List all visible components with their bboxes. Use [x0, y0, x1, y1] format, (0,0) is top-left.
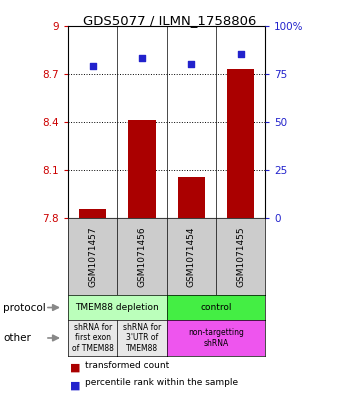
Point [188, 61, 194, 67]
Point [238, 51, 243, 57]
Bar [178, 177, 205, 218]
Text: protocol: protocol [3, 303, 46, 312]
Text: GSM1071454: GSM1071454 [187, 226, 196, 286]
Text: GDS5077 / ILMN_1758806: GDS5077 / ILMN_1758806 [83, 14, 257, 27]
Point [90, 63, 95, 69]
Text: transformed count: transformed count [85, 361, 169, 370]
Text: GSM1071455: GSM1071455 [236, 226, 245, 287]
Text: control: control [200, 303, 232, 312]
Point [139, 55, 145, 61]
Text: GSM1071457: GSM1071457 [88, 226, 97, 287]
Text: TMEM88 depletion: TMEM88 depletion [75, 303, 159, 312]
Text: shRNA for
3'UTR of
TMEM88: shRNA for 3'UTR of TMEM88 [123, 323, 161, 353]
Text: ■: ■ [70, 380, 80, 390]
Bar [79, 209, 106, 218]
Bar [129, 120, 155, 218]
Text: ■: ■ [70, 363, 80, 373]
Text: other: other [3, 333, 31, 343]
Text: shRNA for
first exon
of TMEM88: shRNA for first exon of TMEM88 [72, 323, 114, 353]
Bar [227, 69, 254, 218]
Text: non-targetting
shRNA: non-targetting shRNA [188, 328, 244, 348]
Text: percentile rank within the sample: percentile rank within the sample [85, 378, 238, 387]
Text: GSM1071456: GSM1071456 [137, 226, 147, 287]
